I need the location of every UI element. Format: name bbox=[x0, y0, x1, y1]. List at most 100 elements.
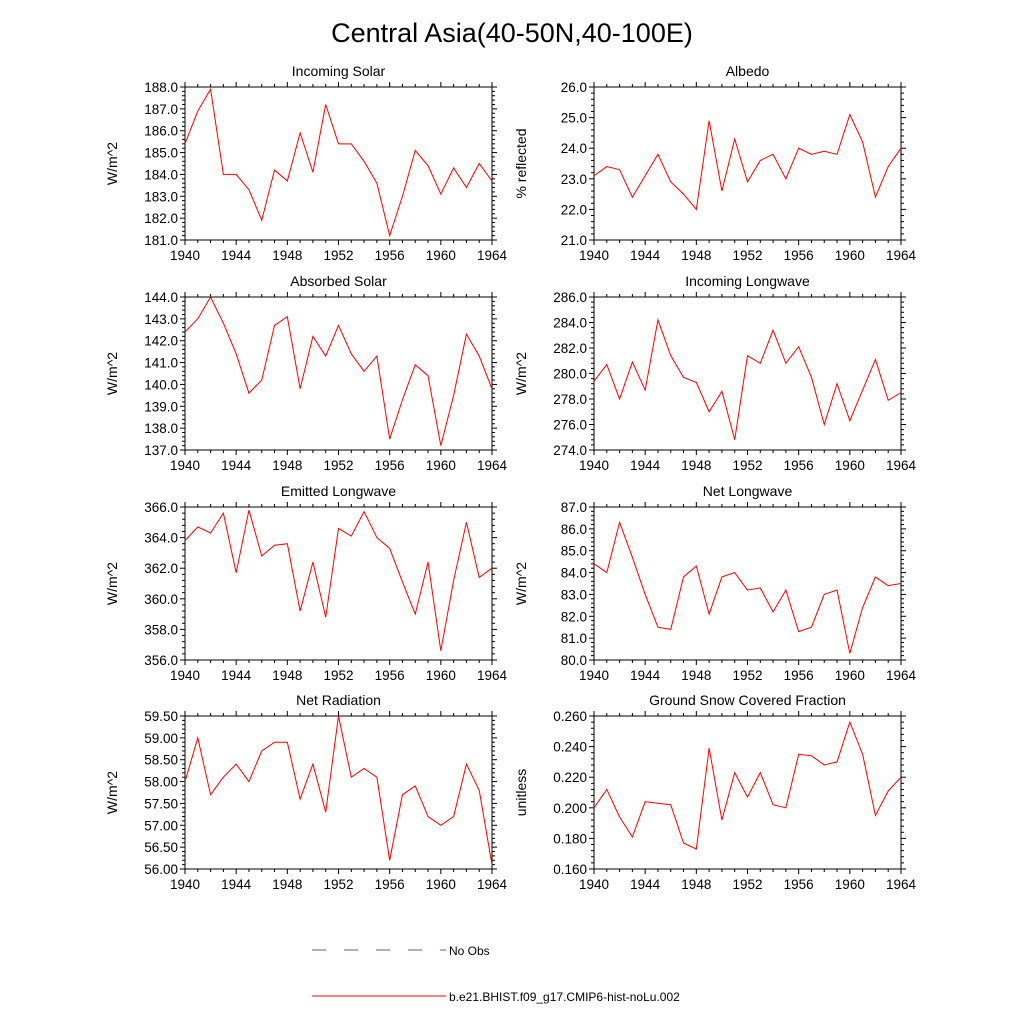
series-line bbox=[593, 520, 902, 654]
x-tick-label: 1960 bbox=[426, 248, 456, 263]
series-line bbox=[184, 715, 493, 865]
x-tick-label: 1960 bbox=[835, 248, 865, 263]
y-tick-label: 184.0 bbox=[144, 167, 178, 182]
y-tick-label: 59.00 bbox=[144, 731, 178, 746]
y-tick-label: 286.0 bbox=[553, 290, 587, 305]
series-points bbox=[184, 510, 493, 651]
chart-panel: Ground Snow Covered Fraction unitless 1940… bbox=[513, 692, 917, 892]
y-axis-label: W/m^2 bbox=[104, 142, 120, 185]
x-tick-label: 1956 bbox=[375, 668, 405, 683]
plot-frame bbox=[593, 715, 902, 870]
panel-title: Net Longwave bbox=[703, 483, 793, 499]
x-tick-label: 1960 bbox=[835, 458, 865, 473]
y-axis-label: W/m^2 bbox=[104, 562, 120, 605]
x-tick-label: 1952 bbox=[323, 877, 353, 892]
series-points bbox=[593, 722, 902, 850]
y-tick-label: 276.0 bbox=[553, 418, 587, 433]
x-tick-label: 1960 bbox=[835, 877, 865, 892]
tick-marks bbox=[589, 82, 906, 245]
y-tick-label: 188.0 bbox=[144, 80, 178, 95]
x-tick-label: 1952 bbox=[323, 458, 353, 473]
y-tick-label: 22.0 bbox=[561, 202, 587, 217]
y-tick-label: 57.00 bbox=[144, 818, 178, 833]
series-points bbox=[593, 522, 902, 654]
y-tick-label: 139.0 bbox=[144, 399, 178, 414]
tick-marks bbox=[180, 292, 497, 455]
series-line bbox=[184, 87, 493, 238]
plot-frame bbox=[184, 86, 493, 241]
x-tick-label: 1948 bbox=[681, 458, 711, 473]
tick-marks bbox=[589, 711, 906, 874]
x-tick-label: 1964 bbox=[477, 458, 508, 473]
tick-marks bbox=[589, 502, 906, 665]
x-tick-label: 1964 bbox=[886, 877, 917, 892]
y-tick-label: 82.0 bbox=[561, 609, 587, 624]
y-tick-label: 360.0 bbox=[144, 592, 178, 607]
y-tick-label: 366.0 bbox=[144, 500, 178, 515]
series-line bbox=[593, 318, 902, 440]
y-tick-label: 143.0 bbox=[144, 312, 178, 327]
y-tick-label: 0.240 bbox=[553, 740, 587, 755]
y-tick-label: 0.260 bbox=[553, 709, 587, 724]
x-tick-label: 1956 bbox=[375, 458, 405, 473]
y-tick-label: 182.0 bbox=[144, 211, 178, 226]
series-points bbox=[184, 296, 493, 446]
y-tick-label: 144.0 bbox=[144, 290, 178, 305]
tick-marks bbox=[180, 502, 497, 665]
x-tick-label: 1944 bbox=[221, 458, 252, 473]
x-tick-label: 1956 bbox=[784, 248, 814, 263]
x-tick-label: 1956 bbox=[784, 668, 814, 683]
chart-panel: Net Longwave W/m^2 1940 1944 1948 1952 1956 196… bbox=[513, 483, 917, 683]
x-tick-label: 1940 bbox=[170, 248, 200, 263]
panel-title: Absorbed Solar bbox=[290, 273, 387, 289]
y-tick-label: 83.0 bbox=[561, 587, 587, 602]
series-points bbox=[593, 319, 902, 440]
x-tick-label: 1960 bbox=[835, 668, 865, 683]
x-tick-label: 1956 bbox=[784, 458, 814, 473]
y-tick-label: 59.50 bbox=[144, 709, 178, 724]
plot-frame bbox=[184, 715, 493, 870]
y-tick-label: 141.0 bbox=[144, 356, 178, 371]
chart-panel: Emitted Longwave W/m^2 1940 1944 1948 1952 195… bbox=[104, 483, 508, 683]
x-tick-label: 1940 bbox=[579, 668, 609, 683]
series-line bbox=[593, 113, 902, 211]
y-tick-label: 87.0 bbox=[561, 500, 587, 515]
y-tick-label: 0.220 bbox=[553, 770, 587, 785]
y-tick-label: 183.0 bbox=[144, 189, 178, 204]
panel-grid: Incoming Solar W/m^2 1940 1944 1948 1952 1956 1… bbox=[104, 63, 917, 892]
chart-panel: Incoming Longwave W/m^2 1940 1944 1948 1952 19… bbox=[513, 273, 917, 473]
chart-panel: Albedo % reflected 1940 1944 1948 1952 1956 196… bbox=[513, 63, 917, 263]
x-tick-label: 1948 bbox=[272, 877, 302, 892]
x-tick-label: 1960 bbox=[426, 458, 456, 473]
y-tick-label: 80.0 bbox=[561, 653, 587, 668]
x-tick-label: 1960 bbox=[426, 877, 456, 892]
chart-panel: Absorbed Solar W/m^2 1940 1944 1948 1952 1956 1… bbox=[104, 273, 508, 473]
x-tick-label: 1952 bbox=[323, 668, 353, 683]
y-tick-label: 185.0 bbox=[144, 146, 178, 161]
y-tick-label: 186.0 bbox=[144, 124, 178, 139]
plot-frame bbox=[593, 86, 902, 241]
y-axis-label: % reflected bbox=[513, 128, 529, 198]
y-tick-label: 23.0 bbox=[561, 172, 587, 187]
x-tick-label: 1944 bbox=[630, 248, 661, 263]
panel-title: Net Radiation bbox=[296, 692, 381, 708]
series-line bbox=[184, 509, 493, 651]
plot-frame bbox=[593, 506, 902, 661]
y-tick-label: 364.0 bbox=[144, 531, 178, 546]
x-tick-label: 1948 bbox=[681, 248, 711, 263]
x-tick-label: 1960 bbox=[426, 668, 456, 683]
x-tick-label: 1940 bbox=[170, 458, 200, 473]
x-tick-label: 1940 bbox=[579, 877, 609, 892]
series-points bbox=[184, 715, 493, 865]
figure-title: Central Asia(40-50N,40-100E) bbox=[331, 18, 693, 48]
y-tick-label: 58.00 bbox=[144, 775, 178, 790]
x-tick-label: 1944 bbox=[221, 668, 252, 683]
x-tick-label: 1948 bbox=[272, 668, 302, 683]
chart-panel: Incoming Solar W/m^2 1940 1944 1948 1952 1956 1… bbox=[104, 63, 508, 263]
legend-obs-label: No Obs bbox=[449, 944, 490, 958]
y-tick-label: 0.160 bbox=[553, 862, 587, 877]
x-tick-label: 1944 bbox=[221, 248, 252, 263]
y-axis-label: W/m^2 bbox=[104, 352, 120, 395]
x-tick-label: 1952 bbox=[732, 668, 762, 683]
x-tick-label: 1964 bbox=[886, 668, 917, 683]
